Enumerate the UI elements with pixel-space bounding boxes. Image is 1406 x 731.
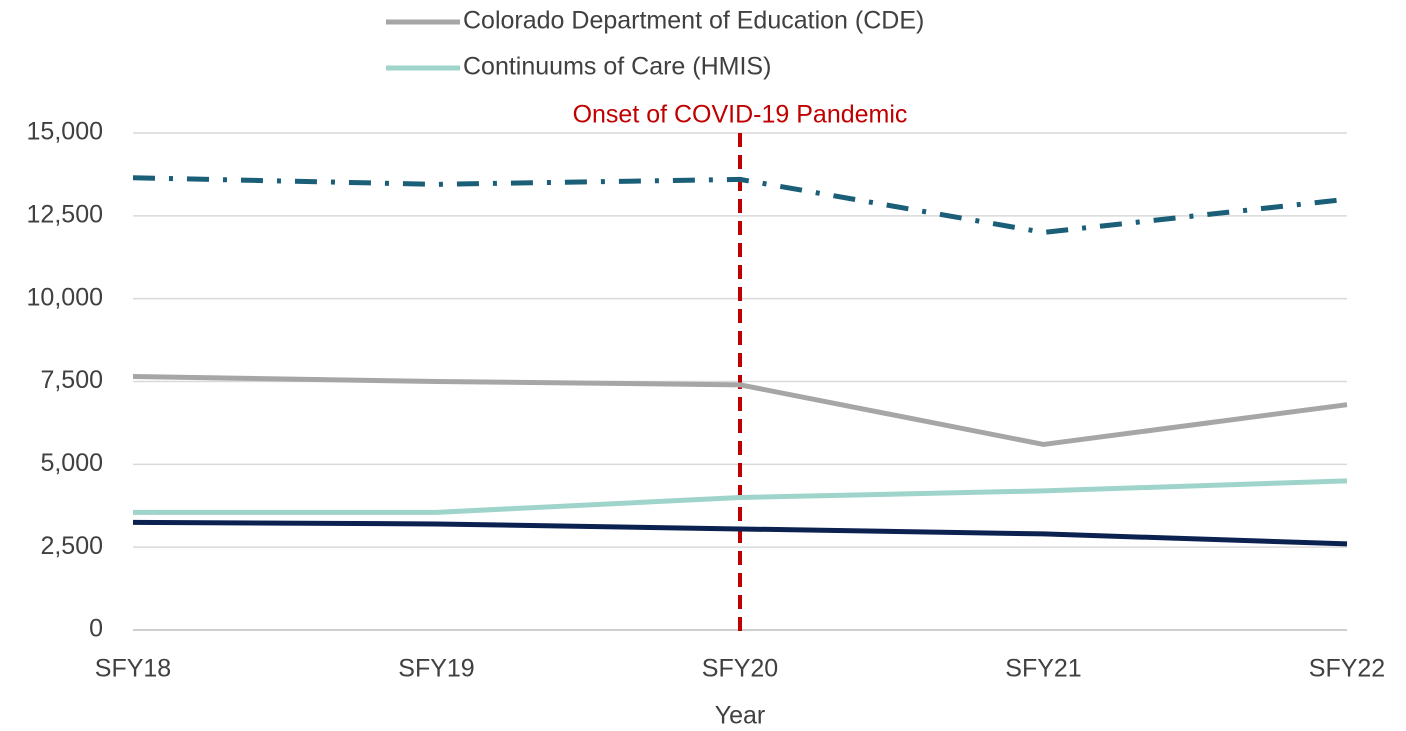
series-line [133, 478, 1348, 515]
x-tick-label: SFY19 [398, 655, 474, 683]
x-tick-label: SFY21 [1005, 655, 1081, 683]
y-tick-label: 12,500 [27, 200, 103, 228]
series-line [132, 374, 1348, 447]
y-tick-label: 0 [89, 615, 103, 643]
y-tick-label: 10,000 [27, 283, 103, 311]
annotation-text: Onset of COVID-19 Pandemic [573, 101, 908, 129]
y-tick-label: 2,500 [40, 532, 103, 560]
series-line [132, 519, 1348, 547]
x-tick-label: SFY22 [1309, 655, 1385, 683]
y-tick-label: 7,500 [40, 366, 103, 394]
y-tick-label: 5,000 [40, 449, 103, 477]
x-axis-label: Year [715, 702, 766, 730]
legend-label: Continuums of Care (HMIS) [463, 53, 771, 81]
x-tick-label: SFY18 [95, 655, 171, 683]
y-tick-label: 15,000 [27, 118, 103, 146]
x-tick-label: SFY20 [702, 655, 778, 683]
legend-label: Colorado Department of Education (CDE) [463, 7, 924, 35]
series-line [132, 175, 1348, 235]
